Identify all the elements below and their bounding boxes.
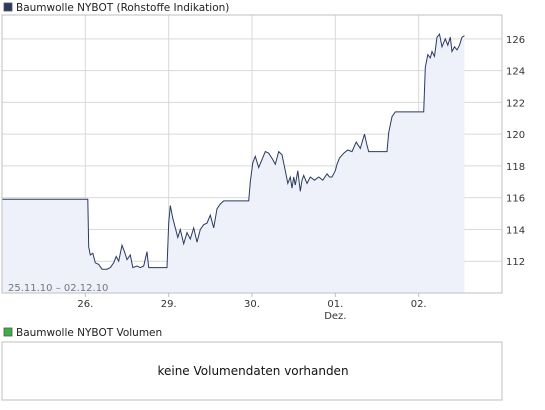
x-tick-label: 01. [327, 299, 343, 310]
price-plot-area: 112 114 116 118 120 122 124 126 26. 29. 30. 01. 02.… [1, 14, 525, 322]
x-tick-sublabel: Dez. [324, 311, 346, 322]
x-tick-label: 26. [77, 299, 93, 310]
volume-legend-label: Baumwolle NYBOT Volumen [16, 327, 162, 339]
price-legend-label: Baumwolle NYBOT (Rohstoffe Indikation) [16, 2, 229, 14]
y-tick-label: 114 [506, 225, 525, 236]
volume-legend-swatch [3, 327, 13, 337]
no-volume-data-message: keine Volumendaten vorhanden [157, 364, 348, 378]
y-tick-label: 122 [506, 98, 525, 109]
price-area-fill [2, 34, 465, 293]
date-range-label: 25.11.10 – 02.12.10 [8, 283, 108, 294]
y-tick-label: 112 [506, 257, 525, 268]
price-legend-swatch [3, 2, 13, 12]
volume-panel-frame [1, 341, 503, 401]
y-tick-label: 118 [506, 162, 525, 173]
y-tick-label: 126 [506, 35, 525, 46]
x-tick-label: 02. [411, 299, 427, 310]
y-axis-ticks: 112 114 116 118 120 122 124 126 [506, 35, 525, 268]
y-tick-label: 124 [506, 67, 525, 78]
x-tick-label: 30. [244, 299, 260, 310]
y-tick-label: 116 [506, 194, 525, 205]
price-line [2, 32, 465, 270]
x-axis-ticks: 26. 29. 30. 01. 02. Dez. [77, 293, 427, 322]
x-tick-label: 29. [161, 299, 177, 310]
y-tick-label: 120 [506, 130, 525, 141]
